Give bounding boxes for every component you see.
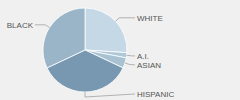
slice-label: ASIAN	[137, 61, 161, 70]
leader-line	[116, 18, 135, 21]
background	[0, 0, 240, 100]
slice-label: A.I.	[137, 52, 149, 61]
pie-slice	[85, 8, 127, 53]
leader-line	[127, 55, 135, 57]
slice-label: BLACK	[7, 21, 34, 30]
leader-line	[85, 92, 135, 97]
pie-slice	[43, 8, 85, 68]
slice-label: WHITE	[137, 14, 163, 23]
leader-line	[35, 25, 50, 28]
leader-line	[125, 63, 135, 65]
slice-label: HISPANIC	[137, 90, 174, 99]
pie: WHITE A.I.ASIAN HISPANIC BLACK	[7, 8, 175, 99]
chart: WHITE A.I.ASIAN HISPANIC BLACK	[0, 0, 240, 100]
